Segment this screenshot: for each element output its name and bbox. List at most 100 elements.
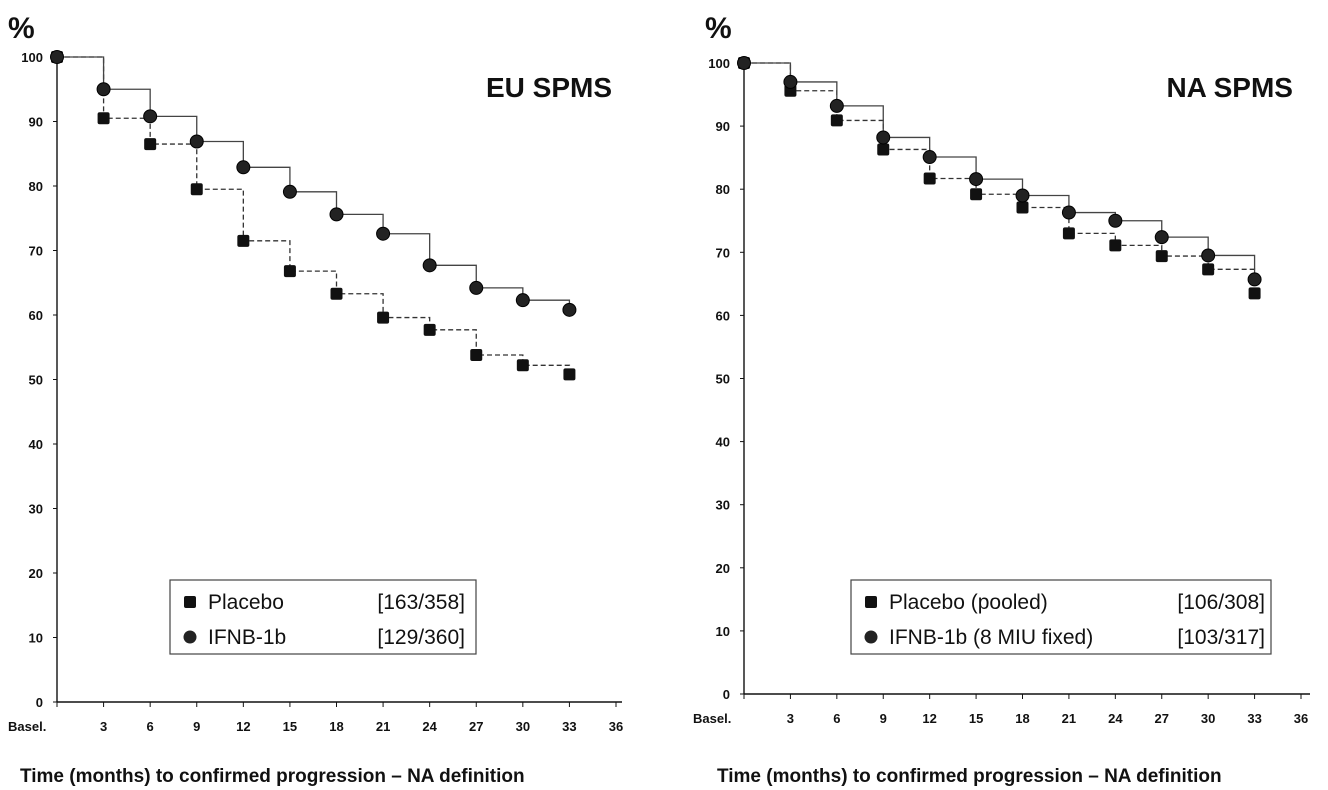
legend-box [169,579,477,655]
x-tick-label: Basel. [693,711,731,726]
x-tick-label: 27 [469,719,483,734]
data-point-circle [737,56,751,70]
x-tick-label: 12 [922,711,936,726]
data-point-square [144,138,157,151]
legend-marker-square [865,596,877,608]
data-point-circle [1015,188,1030,203]
data-point-circle [515,293,530,308]
data-point-circle [1247,272,1262,287]
y-axis-label: % [8,12,35,45]
x-tick-label: 30 [516,719,530,734]
y-tick-label: 80 [716,182,730,197]
y-tick-label: 90 [29,115,43,130]
legend-series-name: IFNB-1b (8 MIU fixed) [889,626,1093,649]
legend-marker-circle [864,630,878,644]
data-point-circle [96,82,111,97]
y-tick-label: 50 [716,372,730,387]
legend: Placebo (pooled) [106/308] IFNB-1b (8 MIU … [850,579,1272,655]
x-tick-label: 36 [609,719,623,734]
data-point-square [830,114,843,127]
data-point-circle [922,150,937,165]
data-point-square [1248,287,1261,300]
x-tick-label: 33 [562,719,576,734]
data-point-square [1062,227,1075,240]
x-tick-label: 36 [1294,711,1308,726]
data-point-circle [422,258,437,273]
legend-series-count: [129/360] [377,626,465,649]
legend-marker-circle [183,630,197,644]
data-point-circle [1201,248,1216,263]
data-point-circle [329,207,344,222]
y-tick-label: 40 [29,437,43,452]
data-point-circle [1061,205,1076,220]
x-tick-label: 24 [422,719,437,734]
x-axis-label: Time (months) to confirmed progression –… [20,766,525,787]
y-tick-label: 60 [29,308,43,323]
x-tick-label: 21 [1062,711,1076,726]
data-point-square [563,368,576,381]
data-point-circle [829,98,844,113]
data-point-circle [282,184,297,199]
data-point-square [470,348,483,361]
y-tick-label: 70 [716,245,730,260]
data-point-square [190,183,203,196]
chart-title: NA SPMS [1166,72,1293,103]
data-point-square [1016,201,1029,214]
data-point-circle [469,280,484,295]
legend-marker-square [184,596,196,608]
legend-series-name: IFNB-1b [208,626,286,649]
x-tick-label: 9 [193,719,200,734]
legend-box [850,579,1272,655]
y-tick-label: 100 [708,56,730,71]
data-point-square [97,112,110,125]
y-tick-label: 30 [716,498,730,513]
data-point-square [877,143,890,156]
y-tick-label: 60 [716,308,730,323]
x-tick-label: 15 [283,719,297,734]
x-tick-label: 18 [329,719,343,734]
y-tick-label: 80 [29,179,43,194]
x-tick-label: 15 [969,711,983,726]
data-point-circle [376,226,391,241]
x-axis-label: Time (months) to confirmed progression –… [717,766,1222,787]
y-tick-label: 20 [716,561,730,576]
data-point-square [1202,263,1215,276]
x-tick-label: 6 [147,719,154,734]
data-point-circle [50,50,64,64]
data-point-circle [969,172,984,187]
x-tick-label: 30 [1201,711,1215,726]
data-point-circle [562,302,577,317]
y-tick-label: 90 [716,119,730,134]
legend-series-count: [106/308] [1177,591,1265,614]
data-point-square [330,287,343,300]
y-tick-label: 20 [29,566,43,581]
y-tick-label: 50 [29,373,43,388]
data-point-square [423,323,436,336]
x-tick-label: Basel. [8,719,46,734]
data-point-circle [1108,213,1123,228]
x-tick-label: 18 [1015,711,1029,726]
data-point-square [516,359,529,372]
data-point-square [970,188,983,201]
legend-series-name: Placebo [208,591,284,614]
data-point-circle [189,134,204,149]
legend: Placebo [163/358] IFNB-1b [129/360] [169,579,477,655]
x-tick-label: 3 [787,711,794,726]
y-tick-label: 0 [36,695,43,710]
data-point-square [1155,250,1168,263]
chart-title: EU SPMS [486,72,612,103]
legend-series-count: [103/317] [1177,626,1265,649]
data-point-circle [783,74,798,89]
data-point-square [377,311,390,324]
y-tick-label: 10 [29,631,43,646]
y-tick-label: 100 [21,50,43,65]
y-tick-label: 40 [716,435,730,450]
x-tick-label: 21 [376,719,390,734]
y-tick-label: 10 [716,624,730,639]
legend-series-count: [163/358] [377,591,465,614]
y-tick-label: 70 [29,244,43,259]
x-tick-label: 3 [100,719,107,734]
